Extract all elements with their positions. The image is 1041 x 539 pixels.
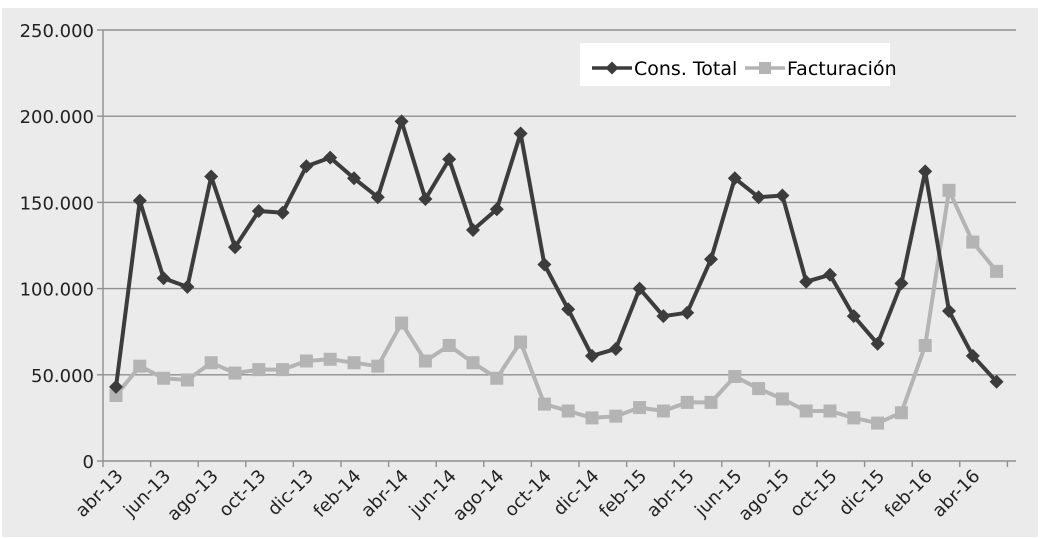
data-point-facturacion [252, 363, 266, 377]
data-point-facturacion [871, 416, 885, 430]
data-point-facturacion [990, 264, 1004, 278]
data-point-facturacion [918, 338, 932, 352]
data-point-cons-total [965, 348, 980, 363]
data-point-cons-total [942, 304, 956, 319]
data-point-facturacion [942, 183, 956, 197]
data-point-facturacion [585, 411, 599, 425]
y-tick-label: 50.000 [31, 366, 94, 387]
data-point-cons-total [442, 152, 457, 167]
y-tick-label: 150.000 [20, 193, 94, 214]
data-point-facturacion [204, 356, 218, 370]
data-point-cons-total [894, 276, 909, 291]
data-point-cons-total [180, 279, 195, 294]
data-point-facturacion [395, 316, 409, 330]
data-point-cons-total [632, 281, 647, 296]
data-point-facturacion [609, 409, 623, 423]
data-point-cons-total [228, 240, 242, 255]
data-point-facturacion [656, 404, 670, 418]
data-point-facturacion [799, 404, 813, 418]
data-point-cons-total [751, 190, 766, 205]
plot-area [2, 8, 1038, 537]
legend-marker-diamond [605, 61, 619, 75]
data-point-facturacion [680, 395, 694, 409]
data-point-facturacion [633, 401, 647, 415]
data-point-cons-total [347, 171, 361, 186]
data-point-facturacion [704, 395, 718, 409]
data-point-facturacion [276, 363, 290, 377]
data-point-cons-total [299, 159, 314, 174]
data-point-cons-total [608, 341, 623, 356]
data-point-facturacion [180, 373, 194, 387]
y-tick-label: 250.000 [20, 21, 94, 42]
data-point-facturacion [371, 359, 385, 373]
data-point-cons-total [585, 348, 599, 363]
data-point-facturacion [728, 370, 742, 384]
data-point-facturacion [109, 388, 123, 402]
data-point-cons-total [680, 305, 695, 320]
data-point-cons-total [870, 336, 885, 351]
data-point-cons-total [418, 191, 433, 206]
data-point-facturacion [466, 356, 480, 370]
legend-marker-square [759, 62, 771, 74]
data-point-cons-total [656, 309, 671, 324]
data-point-facturacion [418, 354, 432, 368]
data-point-facturacion [347, 356, 361, 370]
data-point-cons-total [846, 309, 861, 324]
data-point-cons-total [775, 188, 790, 203]
data-point-facturacion [228, 366, 242, 380]
data-point-facturacion [323, 352, 337, 366]
data-point-cons-total [132, 193, 147, 208]
data-point-facturacion [490, 371, 504, 385]
y-tick-label: 100.000 [20, 280, 94, 301]
data-point-cons-total [799, 274, 814, 289]
data-point-cons-total [156, 271, 171, 286]
y-tick-label: 0 [83, 452, 94, 473]
data-point-cons-total [109, 379, 123, 394]
data-point-cons-total [537, 257, 552, 272]
data-point-facturacion [442, 338, 456, 352]
data-point-facturacion [775, 392, 789, 406]
data-point-cons-total [561, 302, 576, 317]
data-point-cons-total [823, 267, 837, 282]
data-point-facturacion [894, 406, 908, 420]
data-point-facturacion [157, 371, 171, 385]
data-point-cons-total [370, 190, 385, 205]
data-point-facturacion [823, 404, 837, 418]
data-point-cons-total [394, 114, 409, 129]
data-point-cons-total [489, 202, 504, 217]
data-point-cons-total [989, 374, 1004, 389]
y-tick-label: 200.000 [20, 107, 94, 128]
data-point-facturacion [133, 359, 147, 373]
data-point-facturacion [537, 397, 551, 411]
data-point-facturacion [966, 235, 980, 249]
data-point-cons-total [704, 252, 718, 267]
data-point-cons-total [727, 171, 742, 186]
data-point-cons-total [275, 205, 290, 220]
data-point-cons-total [918, 164, 933, 179]
data-point-cons-total [323, 150, 338, 165]
legend-box [580, 43, 890, 86]
data-point-facturacion [561, 404, 575, 418]
legend-label: Facturación [787, 58, 897, 80]
data-point-cons-total [204, 169, 219, 184]
data-point-facturacion [752, 382, 766, 396]
data-point-facturacion [299, 354, 313, 368]
data-point-facturacion [847, 411, 861, 425]
data-point-cons-total [251, 204, 266, 219]
data-point-cons-total [466, 222, 480, 237]
data-point-cons-total [513, 126, 528, 141]
data-point-facturacion [514, 335, 528, 349]
legend-label: Cons. Total [634, 58, 737, 80]
